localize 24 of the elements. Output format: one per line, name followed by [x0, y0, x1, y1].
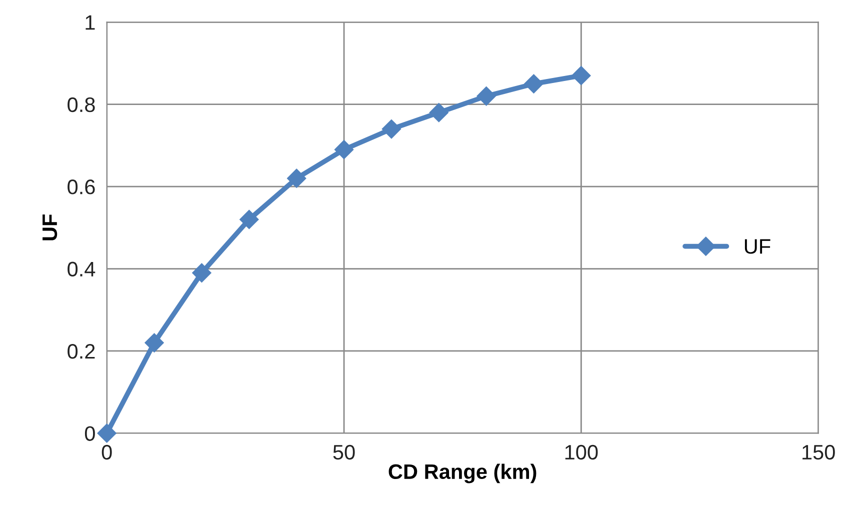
point	[382, 119, 401, 139]
x-tick-label: 100	[565, 444, 598, 460]
point	[192, 263, 212, 282]
x-tick-label: 150	[802, 444, 835, 460]
x-axis-title: CD Range (km)	[388, 464, 536, 484]
point	[572, 66, 591, 86]
y-axis-title: UF	[42, 214, 58, 240]
point	[240, 210, 259, 229]
y-tick-label: 0.6	[68, 180, 95, 194]
y-tick-label: 0.8	[68, 97, 95, 112]
point	[287, 168, 306, 188]
y-tick-label: 1	[86, 15, 95, 30]
point	[524, 74, 544, 94]
legend-label: UF	[744, 239, 770, 254]
y-tick-label: 0.4	[68, 262, 96, 277]
point	[476, 86, 496, 106]
y-tick-label: 0.2	[68, 344, 95, 359]
x-tick-label: 0	[102, 444, 112, 460]
point	[144, 333, 164, 352]
y-tick-label: 0	[84, 426, 95, 441]
point	[97, 424, 116, 443]
point	[334, 140, 354, 160]
point	[429, 103, 448, 122]
x-tick-label: 50	[333, 444, 355, 460]
